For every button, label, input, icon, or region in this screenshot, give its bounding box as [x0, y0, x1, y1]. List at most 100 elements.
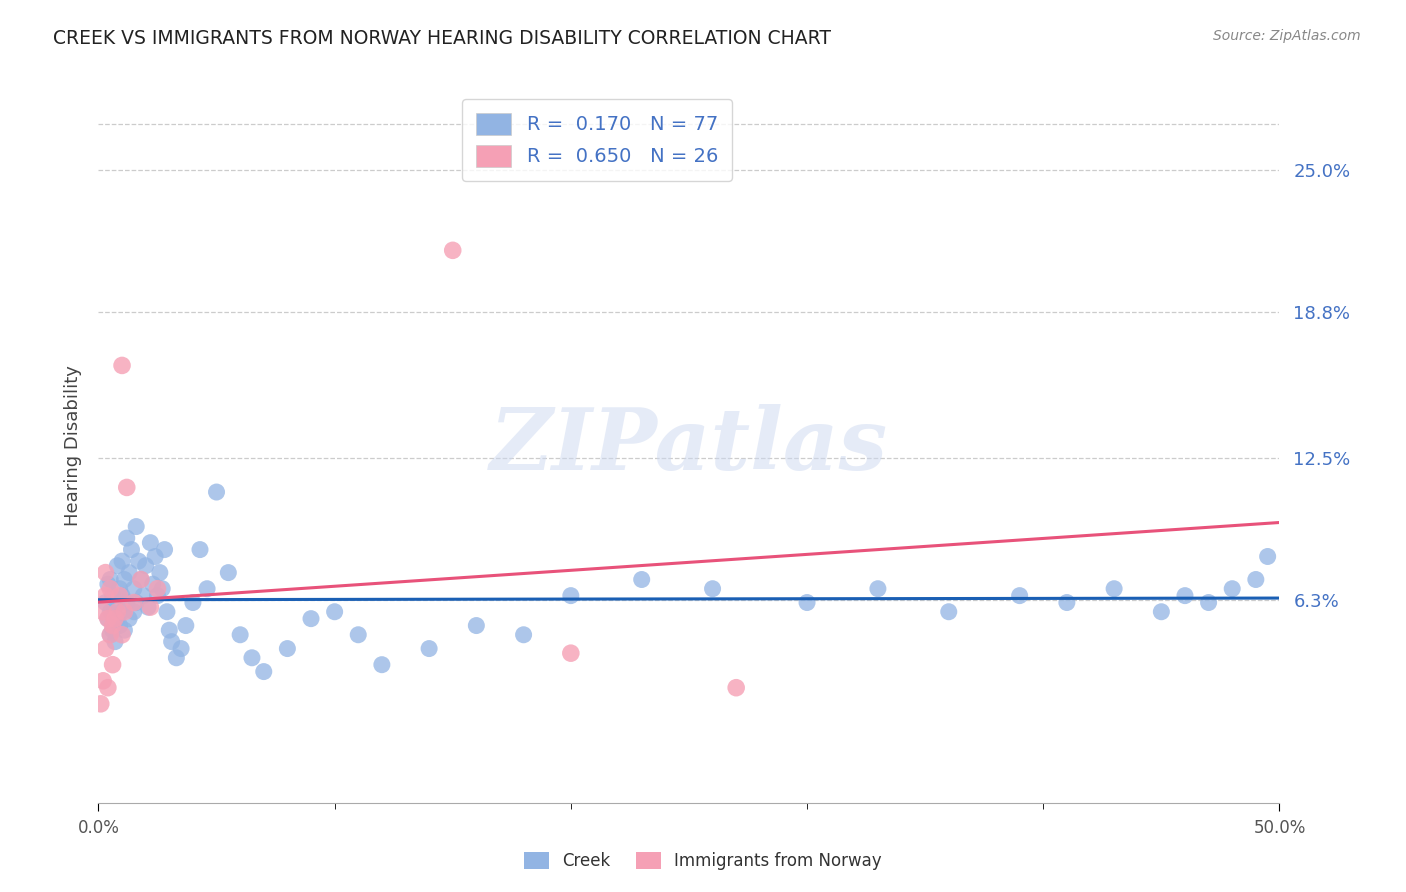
Point: [111, 605, 134, 619]
Point: [299, 612, 322, 626]
Point: [122, 582, 145, 596]
Point: [125, 595, 148, 609]
Point: [418, 641, 440, 656]
Point: [157, 623, 180, 637]
Point: [112, 605, 135, 619]
Point: [205, 485, 228, 500]
Point: [1244, 573, 1267, 587]
Point: [630, 573, 652, 587]
Point: [111, 554, 134, 568]
Point: [118, 566, 141, 580]
Point: [153, 542, 176, 557]
Point: [139, 600, 162, 615]
Point: [560, 646, 582, 660]
Point: [560, 589, 582, 603]
Point: [101, 618, 124, 632]
Point: [121, 542, 143, 557]
Point: [98, 605, 121, 619]
Point: [725, 681, 748, 695]
Point: [465, 618, 488, 632]
Point: [108, 589, 131, 603]
Point: [112, 573, 135, 587]
Point: [938, 605, 960, 619]
Point: [240, 650, 263, 665]
Point: [98, 628, 121, 642]
Text: CREEK VS IMMIGRANTS FROM NORWAY HEARING DISABILITY CORRELATION CHART: CREEK VS IMMIGRANTS FROM NORWAY HEARING …: [53, 29, 831, 47]
Legend: R =  0.170   N = 77, R =  0.650   N = 26: R = 0.170 N = 77, R = 0.650 N = 26: [463, 99, 731, 181]
Point: [105, 605, 128, 619]
Point: [866, 582, 889, 596]
Point: [125, 519, 148, 533]
Point: [98, 573, 121, 587]
Point: [181, 595, 204, 609]
Point: [104, 612, 127, 626]
Point: [129, 573, 152, 587]
Point: [97, 612, 120, 626]
Point: [111, 589, 134, 603]
Point: [91, 673, 114, 688]
Point: [108, 618, 131, 632]
Legend: Creek, Immigrants from Norway: Creek, Immigrants from Norway: [517, 845, 889, 877]
Point: [347, 628, 370, 642]
Point: [97, 612, 120, 626]
Point: [132, 589, 155, 603]
Point: [129, 573, 152, 587]
Point: [441, 244, 464, 258]
Point: [156, 605, 179, 619]
Point: [1008, 589, 1031, 603]
Point: [796, 595, 818, 609]
Point: [122, 605, 145, 619]
Point: [111, 359, 134, 373]
Point: [150, 582, 173, 596]
Point: [1220, 582, 1243, 596]
Point: [142, 577, 165, 591]
Point: [108, 582, 131, 596]
Point: [101, 623, 124, 637]
Point: [160, 634, 183, 648]
Point: [97, 681, 120, 695]
Point: [1056, 595, 1078, 609]
Point: [122, 595, 145, 609]
Point: [217, 566, 239, 580]
Point: [371, 657, 394, 672]
Point: [112, 623, 135, 637]
Point: [98, 582, 121, 596]
Point: [94, 589, 117, 603]
Point: [111, 628, 134, 642]
Point: [146, 589, 169, 603]
Point: [276, 641, 298, 656]
Point: [143, 549, 166, 564]
Point: [101, 589, 124, 603]
Y-axis label: Hearing Disability: Hearing Disability: [63, 366, 82, 526]
Point: [94, 641, 117, 656]
Point: [1198, 595, 1220, 609]
Text: ZIPatlas: ZIPatlas: [489, 404, 889, 488]
Point: [97, 577, 120, 591]
Point: [136, 600, 159, 615]
Point: [253, 665, 276, 679]
Point: [115, 531, 138, 545]
Point: [1174, 589, 1197, 603]
Point: [229, 628, 252, 642]
Point: [174, 618, 197, 632]
Point: [135, 558, 157, 573]
Point: [98, 628, 121, 642]
Point: [128, 554, 150, 568]
Point: [702, 582, 724, 596]
Point: [101, 657, 124, 672]
Point: [512, 628, 534, 642]
Point: [188, 542, 211, 557]
Text: Source: ZipAtlas.com: Source: ZipAtlas.com: [1213, 29, 1361, 43]
Point: [115, 480, 138, 494]
Point: [323, 605, 346, 619]
Point: [146, 582, 169, 596]
Point: [104, 634, 127, 648]
Point: [94, 566, 117, 580]
Point: [91, 605, 114, 619]
Point: [139, 535, 162, 549]
Point: [118, 612, 141, 626]
Point: [94, 595, 117, 609]
Point: [104, 600, 127, 615]
Point: [1257, 549, 1279, 564]
Point: [105, 558, 128, 573]
